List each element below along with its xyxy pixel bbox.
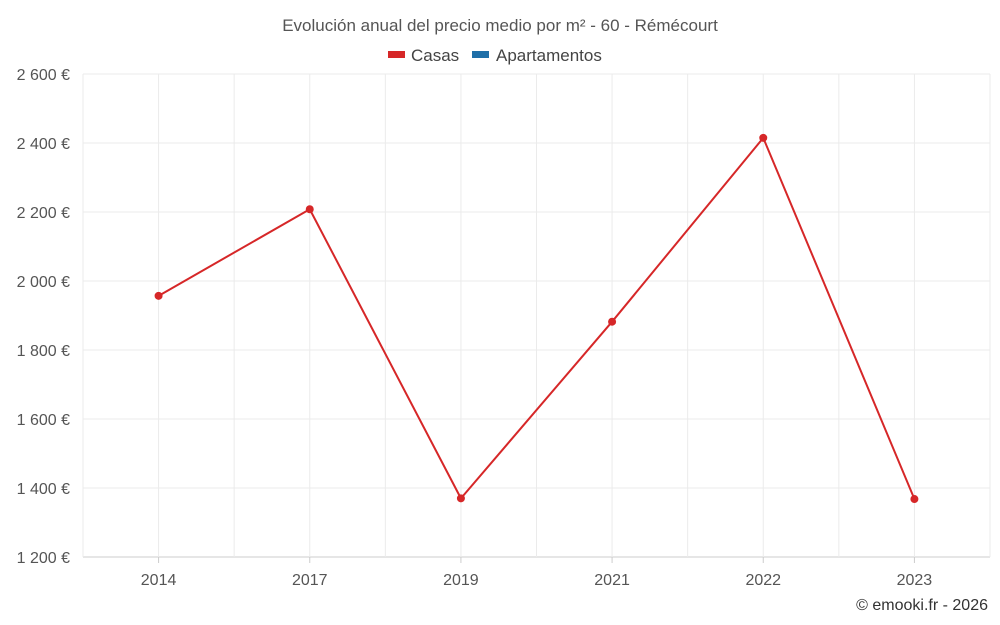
y-tick-label: 2 000 € [17,274,70,291]
legend-item-apartamentos[interactable]: Apartamentos [472,46,602,65]
data-point-casas[interactable] [608,317,617,326]
legend-swatch-apartamentos [472,51,489,58]
x-tick-label: 2021 [594,572,630,589]
y-tick-label: 2 600 € [17,67,70,84]
data-point-casas[interactable] [910,495,919,504]
y-tick-label: 2 200 € [17,205,70,222]
x-tick-label: 2022 [745,572,781,589]
y-axis-ticks: 1 200 € 1 400 € 1 600 € 1 800 € 2 000 € 2 200… [17,67,70,567]
y-tick-label: 2 400 € [17,136,70,153]
x-axis-ticks: 2014 2017 2019 2021 2022 2023 [141,557,933,589]
data-point-casas[interactable] [759,133,768,142]
x-tick-label: 2014 [141,572,177,589]
legend-label-casas: Casas [411,46,459,65]
series-line-casas [158,136,916,500]
x-tick-label: 2019 [443,572,479,589]
y-tick-label: 1 400 € [17,481,70,498]
x-tick-label: 2023 [897,572,933,589]
chart-title: Evolución anual del precio medio por m² … [282,16,718,35]
series-casas [154,133,919,504]
data-point-casas[interactable] [154,291,163,300]
y-tick-label: 1 800 € [17,343,70,360]
y-tick-label: 1 200 € [17,550,70,567]
y-tick-label: 1 600 € [17,412,70,429]
legend-swatch-casas [388,51,405,58]
legend: Casas Apartamentos [388,46,602,65]
x-tick-label: 2017 [292,572,328,589]
legend-label-apartamentos: Apartamentos [496,46,602,65]
credit-text: © emooki.fr - 2026 [856,597,988,614]
data-point-casas[interactable] [305,205,314,214]
x-gridlines [82,74,991,557]
legend-item-casas[interactable]: Casas [388,46,459,65]
data-point-casas[interactable] [456,494,465,503]
